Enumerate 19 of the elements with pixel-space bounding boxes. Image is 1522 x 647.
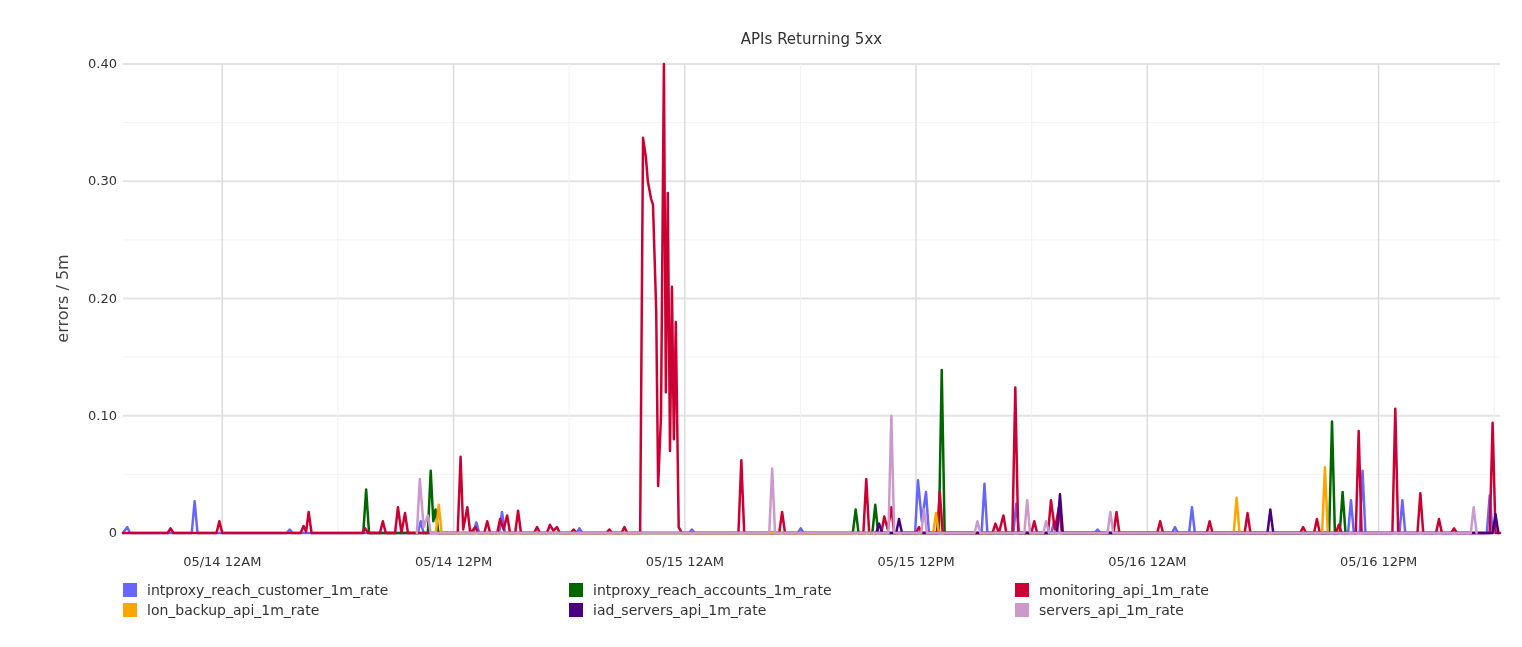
- x-tick-label: 05/15 12AM: [645, 554, 724, 569]
- y-tick-label: 0.20: [88, 290, 117, 306]
- legend-label: servers_api_1m_rate: [1039, 602, 1184, 618]
- legend-label: monitoring_api_1m_rate: [1039, 582, 1209, 598]
- y-axis-title: errors / 5m: [53, 254, 72, 343]
- chart-title: APIs Returning 5xx: [740, 30, 883, 48]
- y-tick-label: 0.30: [88, 173, 117, 189]
- x-tick-label: 05/16 12PM: [1339, 554, 1418, 569]
- legend-label: intproxy_reach_accounts_1m_rate: [593, 582, 832, 598]
- legend-label: intproxy_reach_customer_1m_rate: [147, 582, 389, 598]
- legend-label: iad_servers_api_1m_rate: [593, 602, 767, 618]
- y-tick-label: 0.40: [88, 56, 117, 71]
- x-tick-label: 05/15 12PM: [877, 554, 955, 569]
- y-tick-label: 0: [108, 525, 117, 540]
- y-tick-label: 0.10: [88, 407, 117, 423]
- x-tick-label: 05/16 12AM: [1108, 554, 1187, 569]
- x-tick-label: 05/14 12AM: [183, 554, 262, 569]
- x-tick-label: 05/14 12PM: [414, 554, 493, 569]
- legend-label: lon_backup_api_1m_rate: [147, 602, 320, 618]
